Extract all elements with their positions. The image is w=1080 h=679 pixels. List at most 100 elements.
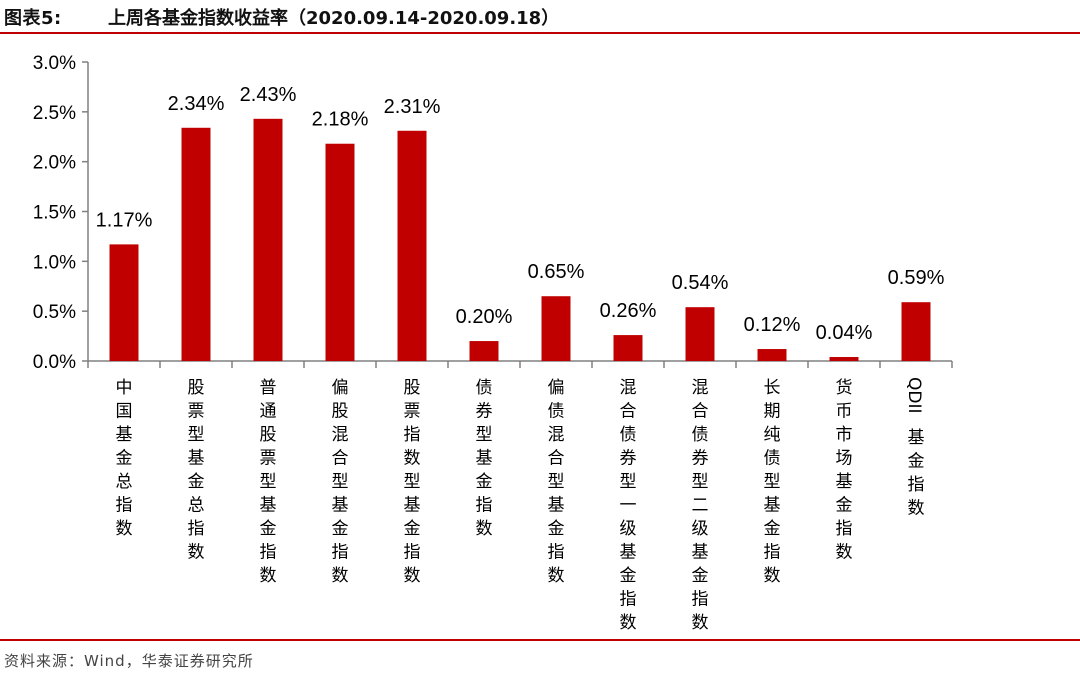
svg-text:金: 金 bbox=[476, 472, 493, 492]
svg-text:一: 一 bbox=[620, 496, 637, 516]
svg-text:合: 合 bbox=[332, 449, 349, 469]
svg-text:数: 数 bbox=[692, 613, 709, 633]
svg-text:型: 型 bbox=[476, 425, 493, 445]
svg-text:型: 型 bbox=[764, 472, 781, 492]
y-tick-label: 0.0% bbox=[33, 352, 76, 373]
svg-text:数: 数 bbox=[836, 543, 853, 563]
svg-text:数: 数 bbox=[764, 566, 781, 586]
data-label: 0.12% bbox=[744, 314, 801, 336]
svg-text:中: 中 bbox=[116, 378, 133, 398]
svg-text:票: 票 bbox=[404, 402, 421, 422]
data-label: 0.54% bbox=[672, 272, 729, 294]
svg-text:数: 数 bbox=[404, 566, 421, 586]
svg-text:总: 总 bbox=[116, 472, 133, 492]
svg-text:数: 数 bbox=[116, 519, 133, 539]
bar bbox=[829, 357, 859, 361]
data-label: 0.59% bbox=[888, 267, 945, 289]
y-tick-label: 1.5% bbox=[33, 203, 76, 224]
figure-label: 图表5: bbox=[4, 8, 62, 29]
svg-text:混: 混 bbox=[548, 425, 565, 445]
svg-text:纯: 纯 bbox=[764, 425, 781, 445]
svg-text:基: 基 bbox=[908, 428, 925, 448]
svg-text:混: 混 bbox=[692, 378, 709, 398]
data-label: 0.65% bbox=[528, 261, 585, 283]
svg-text:金: 金 bbox=[764, 519, 781, 539]
svg-text:票: 票 bbox=[188, 402, 205, 422]
bar bbox=[901, 302, 931, 361]
svg-text:数: 数 bbox=[620, 613, 637, 633]
bar-chart: 0.0%0.5%1.0%1.5%2.0%2.5%3.0%1.17%中国基金总指数… bbox=[33, 53, 953, 633]
y-tick-label: 0.5% bbox=[33, 302, 76, 323]
svg-text:数: 数 bbox=[260, 566, 277, 586]
svg-text:金: 金 bbox=[692, 566, 709, 586]
svg-text:指: 指 bbox=[836, 519, 853, 539]
bottom-divider bbox=[0, 639, 1080, 641]
svg-text:基: 基 bbox=[620, 543, 637, 563]
svg-text:基: 基 bbox=[764, 496, 781, 516]
svg-text:型: 型 bbox=[260, 472, 277, 492]
svg-text:国: 国 bbox=[116, 402, 133, 422]
svg-text:金: 金 bbox=[404, 519, 421, 539]
bar bbox=[685, 307, 715, 361]
svg-text:基: 基 bbox=[548, 496, 565, 516]
svg-text:指: 指 bbox=[332, 543, 349, 563]
chart-header: 图表5: 上周各基金指数收益率（2020.09.14-2020.09.18） bbox=[0, 0, 1080, 32]
svg-text:总: 总 bbox=[188, 496, 205, 516]
svg-text:金: 金 bbox=[548, 519, 565, 539]
data-label: 0.04% bbox=[816, 322, 873, 344]
svg-text:合: 合 bbox=[620, 402, 637, 422]
svg-text:基: 基 bbox=[116, 425, 133, 445]
bar bbox=[757, 349, 787, 361]
svg-text:股: 股 bbox=[332, 402, 349, 422]
svg-text:指: 指 bbox=[908, 475, 925, 495]
svg-text:偏: 偏 bbox=[332, 378, 349, 398]
svg-text:券: 券 bbox=[476, 402, 493, 422]
svg-text:合: 合 bbox=[548, 449, 565, 469]
svg-text:场: 场 bbox=[836, 449, 853, 469]
data-label: 2.43% bbox=[240, 84, 297, 106]
category-label: QDII 基金指数 bbox=[904, 377, 925, 519]
svg-text:券: 券 bbox=[620, 449, 637, 469]
svg-text:级: 级 bbox=[620, 519, 637, 539]
svg-text:合: 合 bbox=[692, 402, 709, 422]
svg-text:指: 指 bbox=[476, 496, 493, 516]
svg-text:混: 混 bbox=[620, 378, 637, 398]
bar bbox=[325, 143, 355, 361]
svg-text:偏: 偏 bbox=[548, 378, 565, 398]
top-divider bbox=[0, 32, 1080, 34]
svg-text:二: 二 bbox=[692, 496, 709, 516]
svg-text:数: 数 bbox=[908, 499, 925, 519]
svg-text:债: 债 bbox=[764, 449, 781, 469]
svg-text:通: 通 bbox=[260, 402, 277, 422]
bar bbox=[469, 341, 499, 361]
svg-text:股: 股 bbox=[188, 378, 205, 398]
svg-text:基: 基 bbox=[332, 496, 349, 516]
data-label: 2.34% bbox=[168, 93, 225, 115]
svg-text:基: 基 bbox=[476, 449, 493, 469]
svg-text:货: 货 bbox=[836, 378, 853, 398]
svg-text:数: 数 bbox=[548, 566, 565, 586]
svg-text:级: 级 bbox=[692, 519, 709, 539]
svg-text:基: 基 bbox=[260, 496, 277, 516]
svg-text:数: 数 bbox=[332, 566, 349, 586]
svg-text:指: 指 bbox=[260, 543, 277, 563]
svg-text:金: 金 bbox=[620, 566, 637, 586]
svg-text:型: 型 bbox=[548, 472, 565, 492]
svg-text:长: 长 bbox=[764, 378, 781, 398]
bar bbox=[109, 244, 139, 361]
svg-text:型: 型 bbox=[332, 472, 349, 492]
svg-text:基: 基 bbox=[836, 472, 853, 492]
svg-text:债: 债 bbox=[692, 425, 709, 445]
svg-text:型: 型 bbox=[188, 425, 205, 445]
svg-text:票: 票 bbox=[260, 449, 277, 469]
svg-text:普: 普 bbox=[260, 378, 277, 398]
svg-text:金: 金 bbox=[332, 519, 349, 539]
